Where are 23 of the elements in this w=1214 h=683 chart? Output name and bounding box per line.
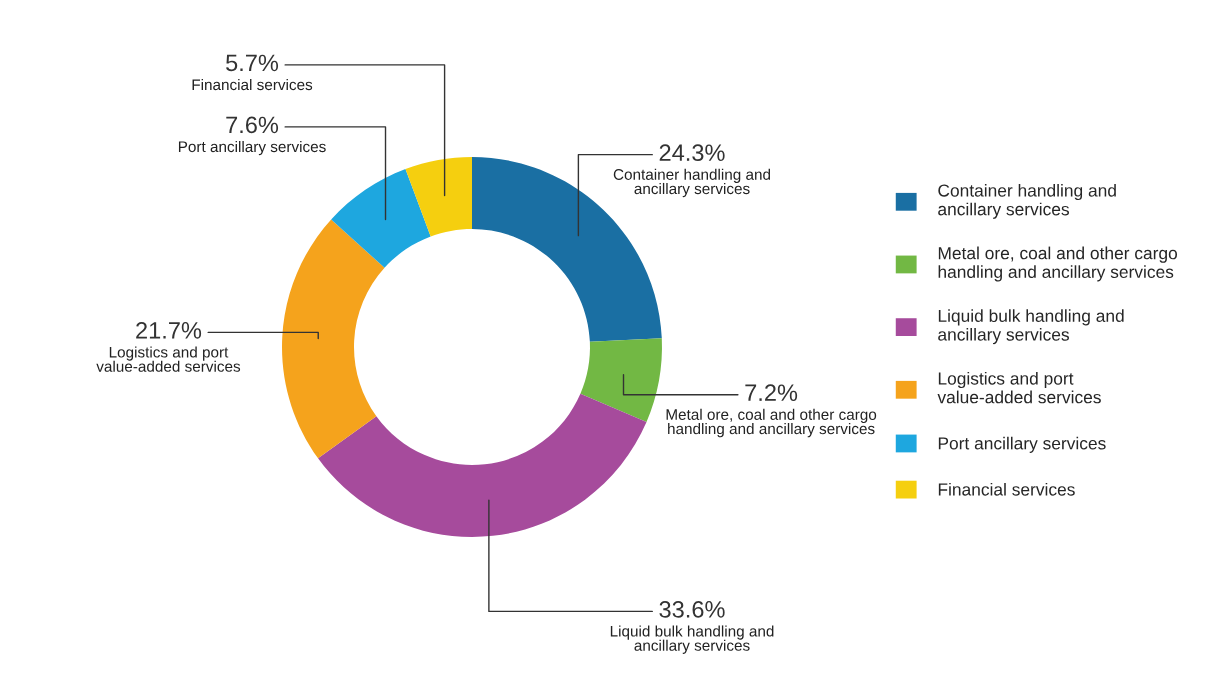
donut-slice — [282, 219, 385, 459]
legend-label: Port ancillary services — [938, 436, 1106, 453]
data-label: 24.3% — [659, 144, 725, 162]
legend-label: Financial services — [938, 482, 1075, 496]
data-label: 7.6% — [226, 116, 279, 134]
donut-slice — [405, 157, 472, 237]
slice-label: Financial services — [192, 78, 313, 91]
data-label: 5.7% — [226, 54, 279, 72]
legend-label: Metal ore, coal and other cargo handling and ancillary services — [938, 246, 1178, 282]
legend-label: Logistics and port value-added services — [937, 371, 1101, 404]
slice-label: Metal ore, coal and other cargo handling and ancillary services — [666, 408, 877, 438]
legend-label: Liquid bulk handling and ancillary services — [938, 309, 1124, 345]
donut-slice — [318, 393, 647, 537]
slice-label: Port ancillary services — [178, 140, 326, 156]
data-label: 33.6% — [659, 601, 725, 618]
donut-slice — [331, 169, 431, 268]
data-label: 21.7% — [136, 322, 202, 339]
slice-label: Logistics and port value-added services — [96, 346, 241, 372]
donut-slice — [580, 338, 662, 423]
legend-label: Container handling and ancillary services — [938, 183, 1116, 219]
data-label: 7.2% — [745, 384, 798, 401]
slice-label: Liquid bulk handling and ancillary services — [610, 625, 774, 654]
slice-label: Container handling and ancillary services — [613, 168, 771, 198]
